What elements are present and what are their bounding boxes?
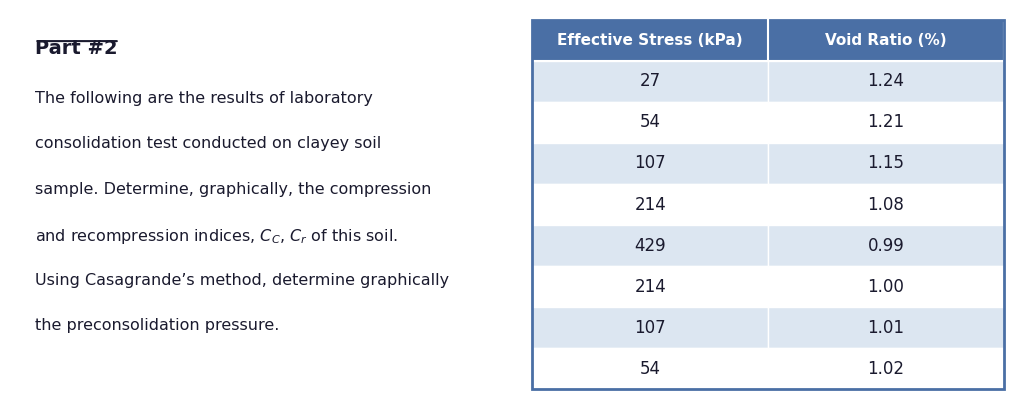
FancyBboxPatch shape — [768, 348, 1004, 389]
FancyBboxPatch shape — [532, 266, 768, 307]
FancyBboxPatch shape — [532, 184, 768, 225]
Text: 0.99: 0.99 — [867, 236, 904, 254]
FancyBboxPatch shape — [532, 102, 768, 143]
FancyBboxPatch shape — [768, 102, 1004, 143]
Text: 54: 54 — [640, 360, 660, 378]
FancyBboxPatch shape — [768, 266, 1004, 307]
Text: 1.24: 1.24 — [867, 72, 905, 90]
FancyBboxPatch shape — [532, 225, 768, 266]
Text: Using Casagrande’s method, determine graphically: Using Casagrande’s method, determine gra… — [35, 272, 448, 288]
Text: 107: 107 — [635, 319, 666, 337]
Text: 214: 214 — [635, 196, 666, 213]
Text: 54: 54 — [640, 113, 660, 131]
Text: Part #2: Part #2 — [35, 39, 117, 58]
Text: Effective Stress (kPa): Effective Stress (kPa) — [557, 33, 743, 48]
Text: 1.21: 1.21 — [867, 113, 905, 131]
Text: sample. Determine, graphically, the compression: sample. Determine, graphically, the comp… — [35, 182, 431, 197]
FancyBboxPatch shape — [532, 143, 768, 184]
Text: 1.02: 1.02 — [867, 360, 905, 378]
Text: 1.01: 1.01 — [867, 319, 905, 337]
Text: Void Ratio (%): Void Ratio (%) — [825, 33, 947, 48]
FancyBboxPatch shape — [532, 61, 768, 102]
Text: 214: 214 — [635, 278, 666, 296]
Text: 1.00: 1.00 — [867, 278, 905, 296]
Text: 1.15: 1.15 — [867, 155, 905, 173]
FancyBboxPatch shape — [532, 20, 1004, 61]
Text: 27: 27 — [640, 72, 660, 90]
Text: consolidation test conducted on clayey soil: consolidation test conducted on clayey s… — [35, 137, 381, 151]
FancyBboxPatch shape — [768, 143, 1004, 184]
Text: The following are the results of laboratory: The following are the results of laborat… — [35, 91, 372, 106]
Text: 107: 107 — [635, 155, 666, 173]
FancyBboxPatch shape — [768, 184, 1004, 225]
FancyBboxPatch shape — [768, 307, 1004, 348]
FancyBboxPatch shape — [768, 61, 1004, 102]
Text: 429: 429 — [635, 236, 666, 254]
FancyBboxPatch shape — [768, 225, 1004, 266]
Text: and recompression indices, $C_C$, $C_r$ of this soil.: and recompression indices, $C_C$, $C_r$ … — [35, 227, 397, 246]
Text: 1.08: 1.08 — [867, 196, 905, 213]
Text: the preconsolidation pressure.: the preconsolidation pressure. — [35, 318, 279, 333]
FancyBboxPatch shape — [532, 307, 768, 348]
FancyBboxPatch shape — [532, 348, 768, 389]
